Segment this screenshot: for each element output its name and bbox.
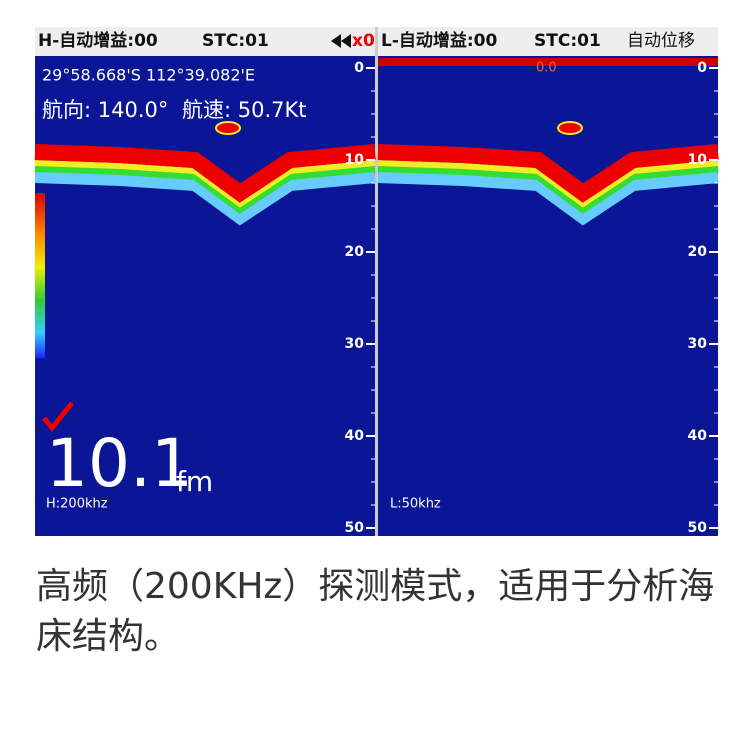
depth-label: 30 (688, 336, 708, 352)
depth-unit: fm (176, 465, 213, 498)
heading: 航向: 140.0° (42, 98, 168, 122)
depth-label: 50 (688, 520, 708, 536)
frequency: L:50khz (390, 497, 441, 512)
rewind-icon (331, 34, 351, 48)
left-panel (35, 56, 375, 536)
surface-marker: 0.0 (536, 61, 557, 76)
echo-right (378, 58, 718, 217)
frequency: H:200khz (46, 497, 108, 512)
depth-label: 50 (345, 520, 365, 536)
echo-left (35, 121, 375, 217)
depth-label: 30 (345, 336, 365, 352)
check-icon (42, 401, 74, 433)
zoom: x0 (352, 31, 375, 51)
right-panel (378, 56, 718, 536)
depth-label: 40 (688, 428, 708, 444)
left-gain: H-自动增益:00 (38, 30, 158, 51)
right-stc: STC:01 (534, 31, 601, 51)
depth-value: 10.1 (46, 425, 193, 502)
shift: 自动位移 (627, 31, 695, 51)
color-bar (35, 193, 45, 358)
left-stc: STC:01 (202, 31, 269, 51)
sonar-screen: H-自动增益:00 STC:01 x0 L-自动增益:00 STC:01 自动位… (0, 27, 750, 536)
depth-label: 10 (688, 152, 708, 168)
caption: 高频（200KHz）探测模式，适用于分析海床结构。 (36, 566, 715, 657)
depth-label: 10 (345, 152, 365, 168)
depth-label: 0 (697, 60, 707, 76)
speed: 航速: 50.7Kt (182, 98, 307, 122)
depth-label: 20 (345, 244, 365, 260)
position: 29°58.668'S 112°39.082'E (42, 66, 255, 85)
divider (375, 27, 378, 536)
depth-label: 40 (345, 428, 365, 444)
depth-label: 0 (354, 60, 364, 76)
right-gain: L-自动增益:00 (381, 30, 498, 51)
depth-label: 20 (688, 244, 708, 260)
